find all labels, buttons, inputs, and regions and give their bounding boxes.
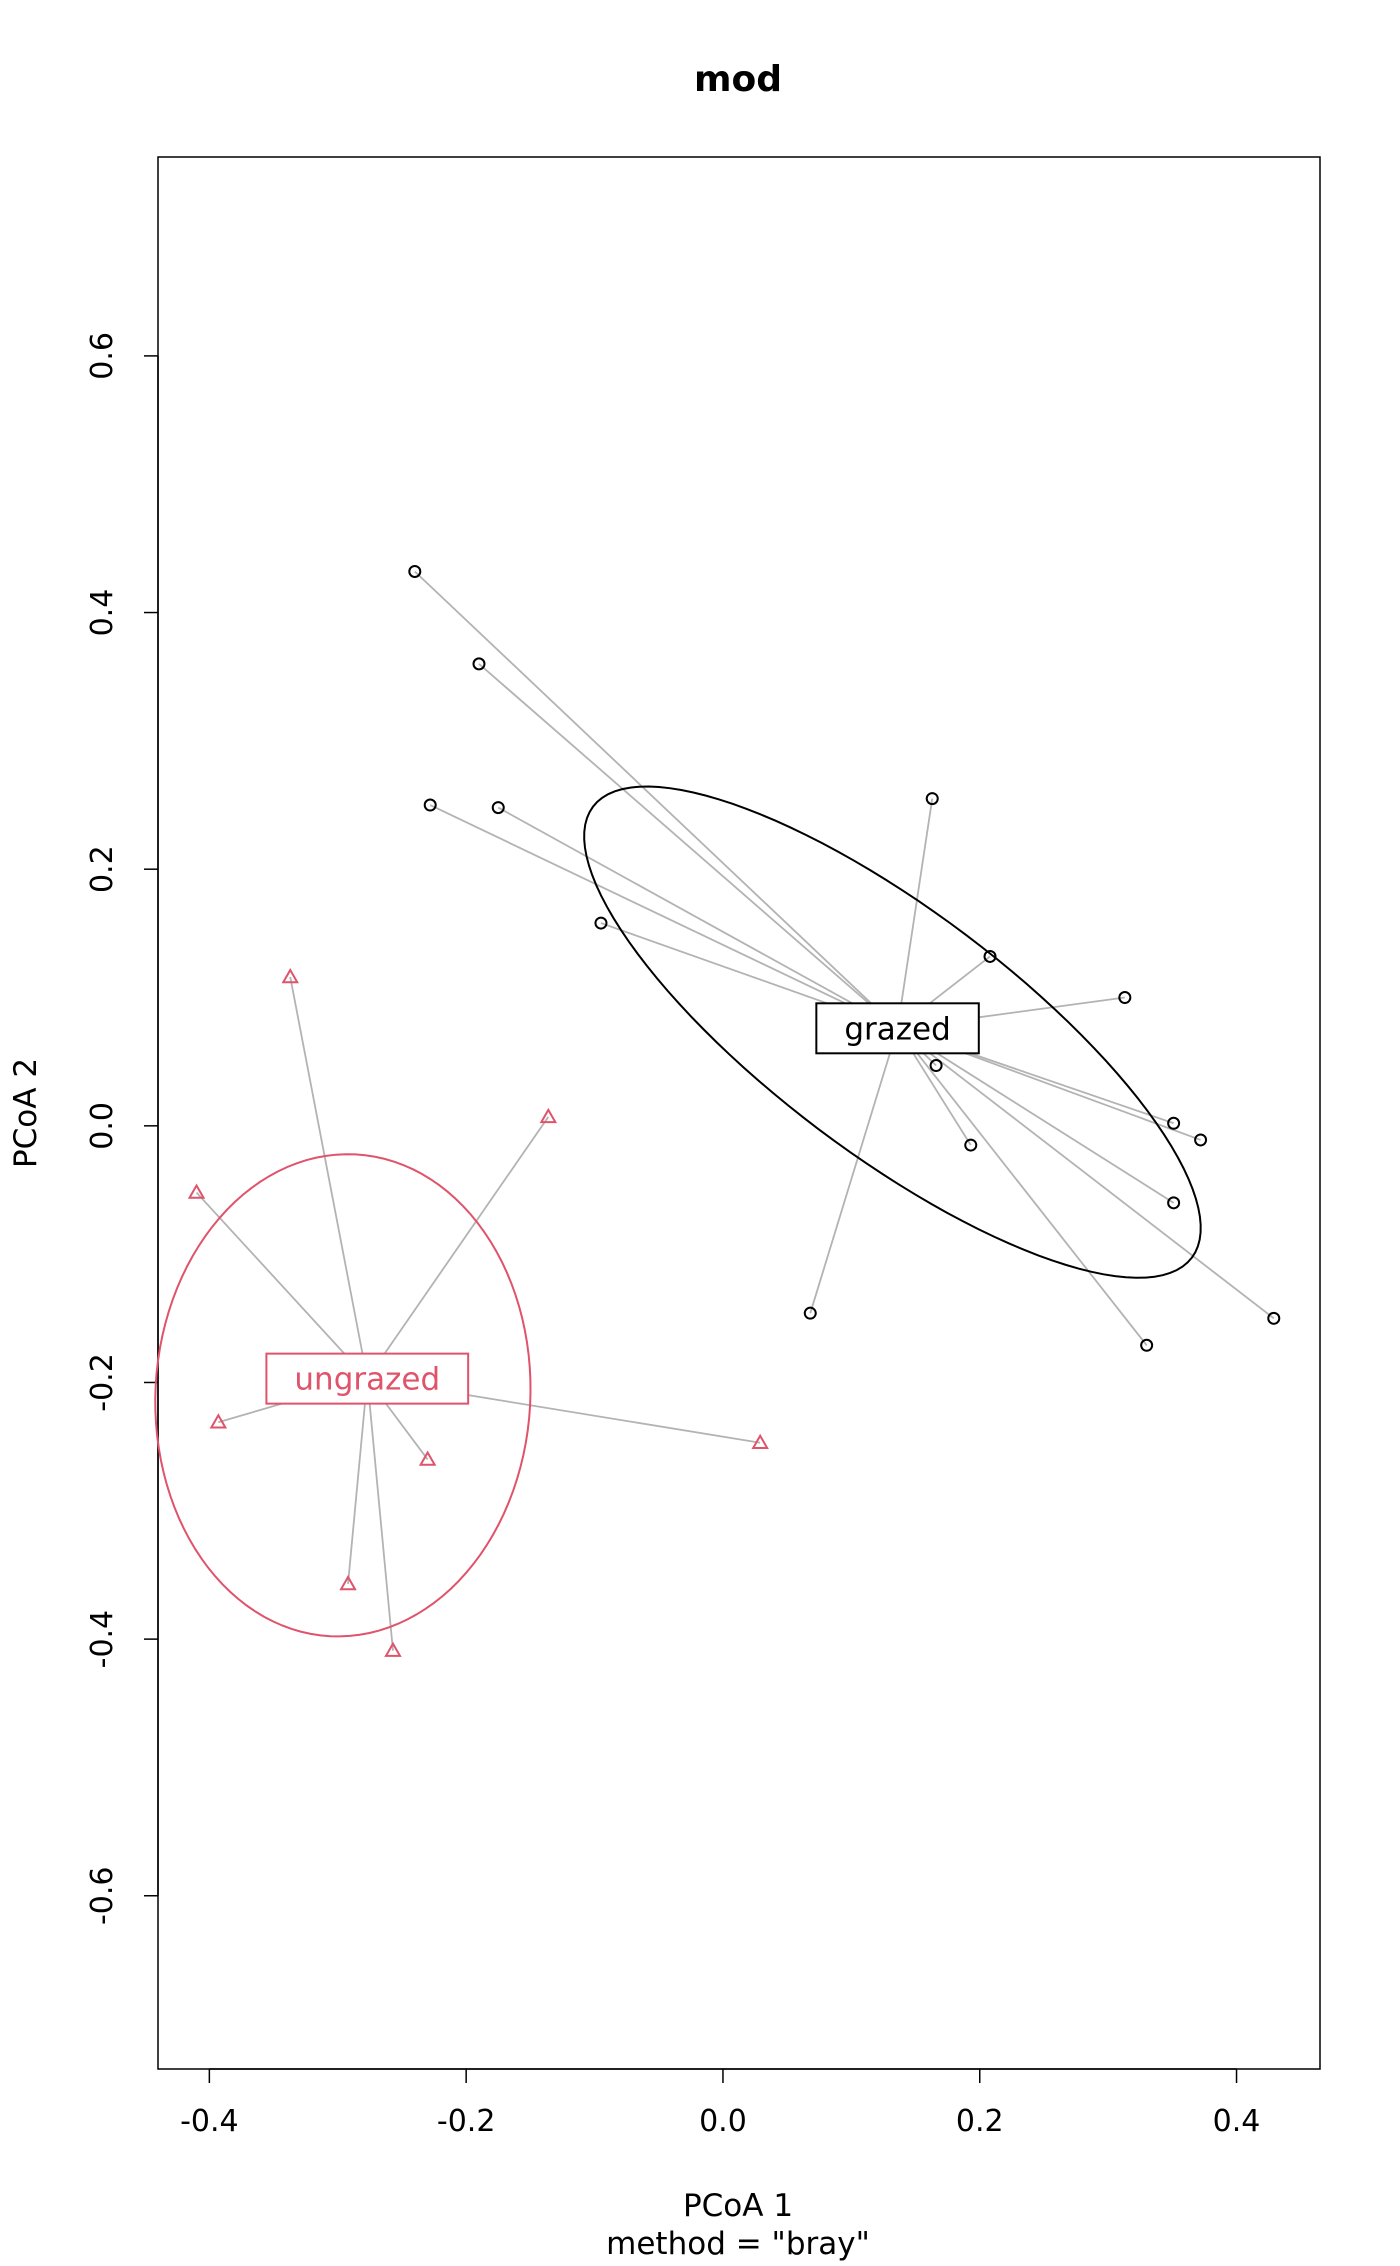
data-points bbox=[187, 564, 1281, 1657]
spider-line-grazed bbox=[897, 1027, 1275, 1320]
point-ungrazed bbox=[209, 1413, 228, 1429]
x-tick-label: -0.4 bbox=[180, 2104, 239, 2139]
spider-line-grazed bbox=[478, 663, 899, 1029]
point-ungrazed bbox=[384, 1641, 402, 1657]
y-tick-label: 0.2 bbox=[85, 845, 120, 893]
point-grazed bbox=[1167, 1196, 1181, 1210]
point-ungrazed bbox=[281, 967, 299, 984]
label-text-grazed: grazed bbox=[844, 1011, 950, 1047]
point-grazed bbox=[983, 949, 997, 963]
x-tick-label: -0.2 bbox=[437, 2104, 496, 2139]
y-tick-label: 0.6 bbox=[85, 332, 120, 380]
y-tick-label: -0.6 bbox=[85, 1866, 120, 1925]
spider-lines bbox=[195, 570, 1275, 1651]
point-grazed bbox=[1167, 1116, 1181, 1130]
point-grazed bbox=[491, 801, 505, 815]
point-ungrazed bbox=[187, 1183, 206, 1199]
point-grazed bbox=[1267, 1311, 1281, 1325]
point-grazed bbox=[408, 564, 422, 578]
x-tick-label: 0.2 bbox=[956, 2104, 1004, 2139]
group-labels: grazed ungrazed bbox=[265, 1002, 980, 1405]
x-tick-label: 0.4 bbox=[1213, 2104, 1261, 2139]
spider-line-ungrazed bbox=[195, 1191, 368, 1380]
point-grazed bbox=[472, 657, 486, 671]
spider-line-ungrazed bbox=[366, 1378, 394, 1651]
point-grazed bbox=[925, 792, 939, 806]
chart-title: mod bbox=[694, 59, 782, 100]
group-ellipses bbox=[154, 785, 1202, 1638]
label-ungrazed: ungrazed bbox=[265, 1352, 470, 1405]
point-grazed bbox=[929, 1059, 943, 1073]
spider-line-grazed bbox=[497, 806, 899, 1030]
point-ungrazed bbox=[751, 1433, 769, 1450]
spider-line-grazed bbox=[897, 1027, 1175, 1204]
point-grazed bbox=[423, 798, 437, 812]
spider-line-grazed bbox=[414, 570, 899, 1029]
point-grazed bbox=[1194, 1133, 1208, 1147]
point-grazed bbox=[964, 1138, 978, 1152]
x-axis: -0.4 -0.2 0.0 0.2 0.4 bbox=[180, 2068, 1261, 2139]
label-text-ungrazed: ungrazed bbox=[294, 1362, 440, 1398]
point-ungrazed bbox=[339, 1574, 357, 1591]
point-grazed bbox=[1140, 1338, 1154, 1352]
y-tick-label: -0.4 bbox=[85, 1610, 120, 1669]
point-ungrazed bbox=[539, 1107, 558, 1124]
x-tick-label: 0.0 bbox=[699, 2104, 747, 2139]
point-grazed bbox=[1118, 991, 1132, 1005]
spider-line-grazed bbox=[809, 1028, 899, 1314]
y-tick-label: 0.0 bbox=[85, 1102, 120, 1150]
ellipse-grazed bbox=[583, 785, 1202, 1279]
y-axis-label: PCoA 2 bbox=[8, 1058, 44, 1168]
label-box-grazed bbox=[815, 1002, 980, 1055]
label-box-ungrazed bbox=[265, 1352, 470, 1405]
spider-line-grazed bbox=[896, 1027, 1148, 1346]
point-ungrazed bbox=[418, 1450, 437, 1466]
x-axis-sublabel: method = "bray" bbox=[606, 2226, 870, 2262]
y-tick-label: -0.2 bbox=[85, 1353, 120, 1412]
y-tick-label: 0.4 bbox=[85, 589, 120, 637]
point-grazed bbox=[803, 1306, 817, 1320]
y-axis: -0.6 -0.4 -0.2 0.0 0.2 0.4 0.6 bbox=[85, 332, 159, 1925]
spider-line-grazed bbox=[429, 804, 898, 1030]
spider-line-ungrazed bbox=[347, 1378, 369, 1585]
label-grazed: grazed bbox=[815, 1002, 980, 1055]
spider-line-ungrazed bbox=[289, 976, 369, 1379]
ellipse-ungrazed bbox=[154, 1153, 532, 1638]
point-grazed bbox=[594, 916, 608, 930]
x-axis-label: PCoA 1 bbox=[683, 2188, 793, 2224]
spider-line-ungrazed bbox=[366, 1116, 550, 1380]
spider-line-grazed bbox=[896, 798, 934, 1029]
